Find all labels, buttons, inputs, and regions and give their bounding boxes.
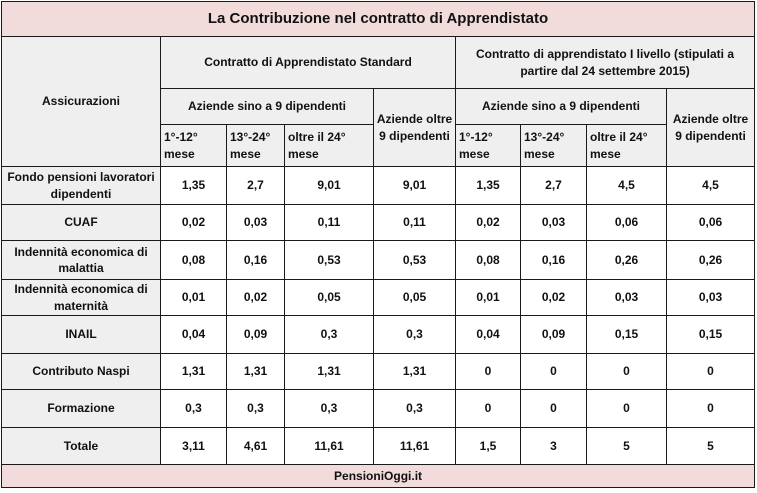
- row-value: 0,3: [284, 315, 374, 354]
- row-value: 0,3: [373, 389, 456, 428]
- table-row: Totale 3,11 4,61 11,61 11,61 1,5 3 5 5: [1, 427, 756, 465]
- row-value: 0,53: [284, 240, 374, 280]
- row-label: Totale: [1, 427, 161, 465]
- row-value: 0,09: [226, 315, 285, 354]
- row-value: 0,03: [586, 279, 667, 316]
- row-value: 0,08: [455, 240, 521, 280]
- table-body: Fondo pensioni lavoratori dipendenti 1,35…: [1, 166, 756, 465]
- row-value: 3: [520, 427, 587, 465]
- row-value: 11,61: [373, 427, 456, 465]
- header-aziende-oltre-9-standard: Aziende oltre 9 dipendenti: [373, 88, 456, 167]
- row-value: 0,03: [520, 204, 587, 241]
- footer-source: PensioniOggi.it: [0, 464, 756, 488]
- row-value: 11,61: [284, 427, 374, 465]
- row-value: 0,09: [520, 315, 587, 354]
- row-value: 0: [665, 353, 756, 390]
- row-value: 0: [665, 389, 756, 428]
- row-value: 4,5: [665, 166, 756, 205]
- row-value: 1,31: [373, 353, 456, 390]
- row-value: 0,02: [520, 279, 587, 316]
- table-row: Fondo pensioni lavoratori dipendenti 1,35…: [1, 166, 756, 205]
- table-row: Contributo Naspi 1,31 1,31 1,31 1,31 0 0 0 0: [1, 353, 756, 390]
- header-aziende-sino-9-standard: Aziende sino a 9 dipendenti: [160, 88, 374, 125]
- row-value: 0,26: [665, 240, 756, 280]
- row-label: Contributo Naspi: [1, 353, 161, 390]
- row-value: 4,61: [226, 427, 285, 465]
- row-value: 1,35: [455, 166, 521, 205]
- header-mese-13-24-livello: 13°-24° mese: [520, 124, 587, 167]
- row-value: 1,5: [455, 427, 521, 465]
- table-title: La Contribuzione nel contratto di Appren…: [0, 1, 756, 37]
- row-value: 0,16: [520, 240, 587, 280]
- table-row: Formazione 0,3 0,3 0,3 0,3 0 0 0 0: [1, 389, 756, 428]
- header-contratto-standard: Contratto di Apprendistato Standard: [160, 36, 456, 89]
- row-value: 0,05: [373, 279, 456, 316]
- header-aziende-sino-9-livello: Aziende sino a 9 dipendenti: [455, 88, 667, 125]
- row-value: 0: [520, 353, 587, 390]
- table-row: INAIL 0,04 0,09 0,3 0,3 0,04 0,09 0,15 0,15: [1, 315, 756, 354]
- header-mese-oltre-24-standard: oltre il 24° mese: [284, 124, 374, 167]
- row-value: 0,16: [226, 240, 285, 280]
- header-aziende-oltre-9-livello: Aziende oltre 9 dipendenti: [665, 88, 756, 167]
- row-value: 1,31: [160, 353, 227, 390]
- row-value: 0,04: [160, 315, 227, 354]
- row-label: INAIL: [1, 315, 161, 354]
- row-label: Indennità economica di maternità: [1, 279, 161, 316]
- row-value: 0: [586, 389, 667, 428]
- row-value: 0: [520, 389, 587, 428]
- row-value: 0,11: [284, 204, 374, 241]
- row-value: 0,3: [284, 389, 374, 428]
- table-row: Indennità economica di maternità 0,01 0,02…: [1, 279, 756, 316]
- header-mese-1-12-standard: 1°-12° mese: [160, 124, 227, 167]
- header-mese-13-24-standard: 13°-24° mese: [226, 124, 285, 167]
- row-value: 4,5: [586, 166, 667, 205]
- row-value: 9,01: [373, 166, 456, 205]
- row-value: 1,31: [226, 353, 285, 390]
- row-value: 0,03: [665, 279, 756, 316]
- row-value: 0,04: [455, 315, 521, 354]
- row-value: 9,01: [284, 166, 374, 205]
- header-mese-1-12-livello: 1°-12° mese: [455, 124, 521, 167]
- row-value: 3,11: [160, 427, 227, 465]
- row-value: 0,53: [373, 240, 456, 280]
- row-value: 0,03: [226, 204, 285, 241]
- row-value: 0,06: [586, 204, 667, 241]
- row-value: 0: [455, 353, 521, 390]
- row-value: 0: [455, 389, 521, 428]
- row-value: 0,26: [586, 240, 667, 280]
- row-label: CUAF: [1, 204, 161, 241]
- row-value: 0,02: [160, 204, 227, 241]
- row-label: Fondo pensioni lavoratori dipendenti: [1, 166, 161, 205]
- row-value: 2,7: [520, 166, 587, 205]
- row-value: 0,06: [665, 204, 756, 241]
- row-value: 1,35: [160, 166, 227, 205]
- row-value: 0,15: [665, 315, 756, 354]
- row-value: 1,31: [284, 353, 374, 390]
- row-value: 0,02: [455, 204, 521, 241]
- row-value: 5: [586, 427, 667, 465]
- row-value: 0,3: [373, 315, 456, 354]
- row-value: 2,7: [226, 166, 285, 205]
- row-value: 0: [586, 353, 667, 390]
- row-value: 0,02: [226, 279, 285, 316]
- row-value: 0,08: [160, 240, 227, 280]
- row-value: 0,11: [373, 204, 456, 241]
- row-value: 0,3: [160, 389, 227, 428]
- row-value: 0,3: [226, 389, 285, 428]
- table-row: CUAF 0,02 0,03 0,11 0,11 0,02 0,03 0,06 0,06: [1, 204, 756, 241]
- row-value: 0,01: [455, 279, 521, 316]
- row-value: 0,01: [160, 279, 227, 316]
- row-value: 5: [665, 427, 756, 465]
- header-contratto-livello: Contratto di apprendistato I livello (st…: [454, 36, 756, 89]
- table-row: Indennità economica di malattia 0,08 0,16 0…: [1, 240, 756, 280]
- row-value: 0,15: [586, 315, 667, 354]
- header-assicurazioni: Assicurazioni: [1, 36, 161, 167]
- row-value: 0,05: [284, 279, 374, 316]
- header-mese-oltre-24-livello: oltre il 24° mese: [586, 124, 667, 167]
- row-label: Indennità economica di malattia: [1, 240, 161, 280]
- row-label: Formazione: [1, 389, 161, 428]
